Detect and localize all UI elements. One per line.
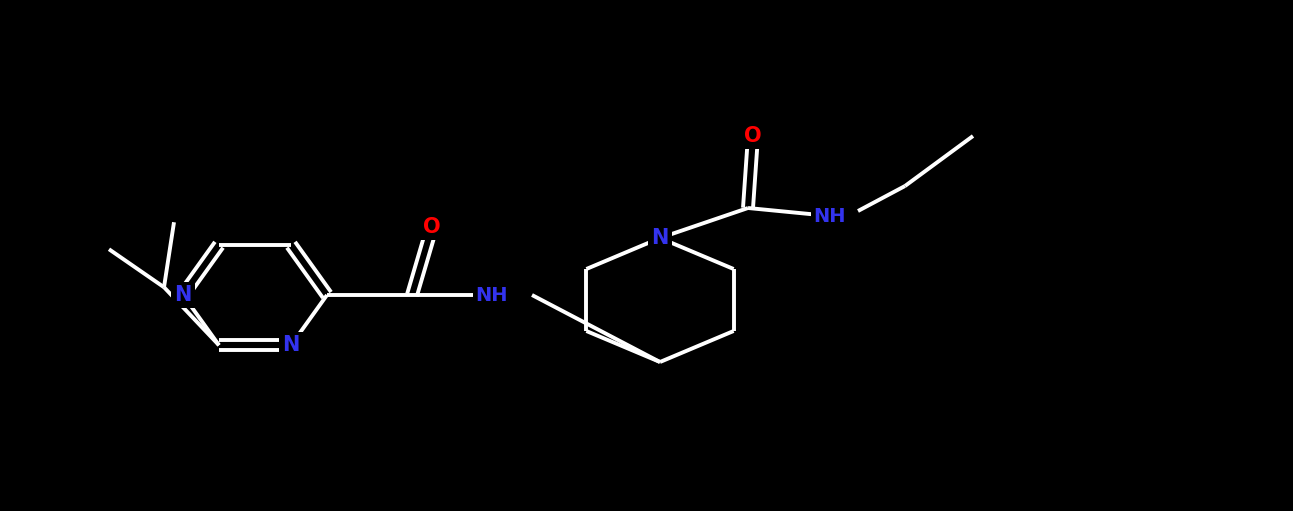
Text: O: O xyxy=(423,217,441,237)
Text: NH: NH xyxy=(813,206,846,225)
Text: N: N xyxy=(282,335,300,355)
Text: N: N xyxy=(652,228,668,248)
Text: NH: NH xyxy=(476,286,508,305)
Text: N: N xyxy=(175,285,191,305)
Text: O: O xyxy=(745,126,762,146)
